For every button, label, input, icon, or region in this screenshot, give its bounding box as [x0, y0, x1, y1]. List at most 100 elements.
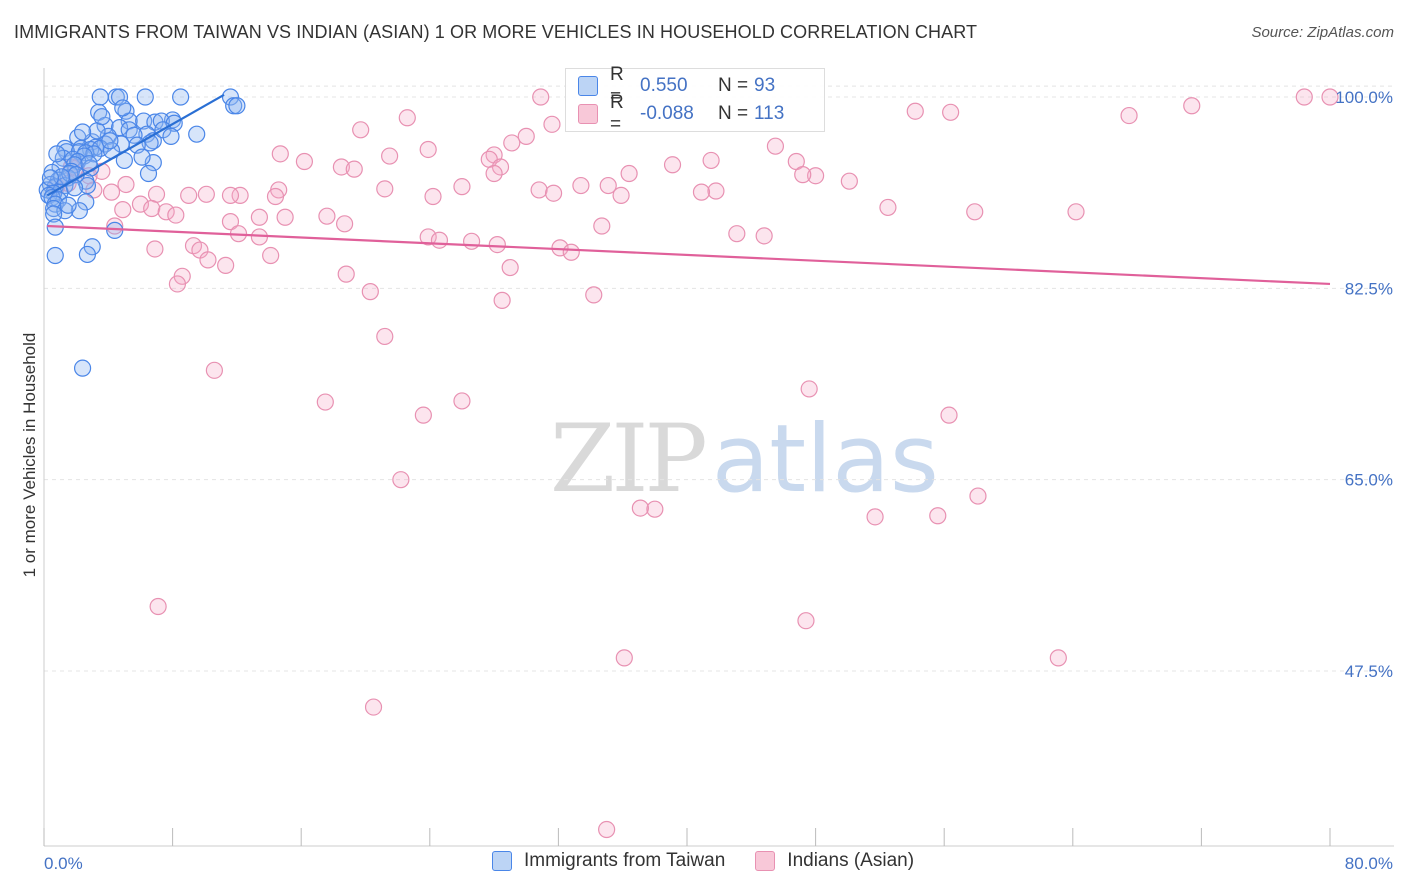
indian-point [755, 227, 773, 245]
indian-point [419, 140, 437, 159]
indian-point [517, 127, 535, 145]
indian-point [424, 187, 442, 206]
indian-point [692, 183, 711, 201]
indian-point [352, 121, 370, 139]
indian-point [728, 225, 746, 243]
series-legend: Immigrants from Taiwan Indians (Asian) [0, 850, 1406, 872]
indian-point [493, 291, 511, 309]
tick-labels: 47.5% 65.0% 82.5% 100.0% 0.0% 80.0% [44, 88, 1393, 873]
indian-point [1295, 88, 1313, 106]
taiwan-point [110, 88, 129, 106]
r-value: 0.550 [640, 75, 688, 96]
n-label: N = [718, 75, 749, 96]
legend-label: Indians (Asian) [787, 850, 915, 871]
indian-point [794, 166, 812, 184]
indian-point [197, 185, 215, 203]
n-label: N = [718, 103, 749, 124]
indian-point [398, 109, 416, 127]
taiwan-point [120, 121, 138, 139]
taiwan-point [48, 145, 66, 163]
indian-point [364, 698, 383, 716]
legend-item-indian: Indians (Asian) [755, 850, 914, 872]
r-label: R = [610, 92, 624, 135]
indian-point [462, 232, 481, 250]
x-tick-label: 80.0% [1345, 854, 1393, 873]
taiwan-point [139, 164, 158, 183]
taiwan-point [162, 127, 180, 145]
indian-point [205, 361, 223, 379]
indian-point [501, 258, 519, 277]
indian-point [180, 186, 198, 204]
indian-points [48, 88, 1339, 839]
indian-point [262, 246, 280, 265]
indian-point [231, 186, 249, 204]
y-tick-label: 100.0% [1335, 88, 1393, 107]
indian-point [530, 181, 548, 199]
indian-point [453, 178, 471, 196]
taiwan-point [114, 99, 132, 117]
indian-point [503, 134, 521, 152]
indian-point [593, 217, 611, 235]
taiwan-point [133, 148, 151, 166]
indian-point [562, 243, 580, 261]
indian-point [221, 213, 240, 231]
stats-row-indian: R = -0.088 N = 113 [578, 92, 785, 135]
gridlines [44, 85, 1394, 672]
taiwan-swatch [491, 851, 512, 871]
indian-point [906, 102, 924, 120]
n-value: 113 [754, 103, 785, 124]
watermark-zip: ZIP [550, 405, 708, 514]
indian-point [453, 392, 471, 410]
taiwan-point [125, 126, 143, 144]
indian-point [295, 152, 314, 171]
indian-point [532, 88, 550, 106]
taiwan-point [136, 88, 154, 106]
source-credit: Source: ZipAtlas.com [1251, 24, 1394, 41]
indian-point [316, 393, 334, 411]
legend-item-taiwan: Immigrants from Taiwan [491, 850, 725, 872]
indian-point [663, 156, 682, 174]
indian-point [488, 236, 506, 254]
indian-point [879, 198, 897, 217]
indian-point [430, 231, 449, 249]
chart-title: IMMIGRANTS FROM TAIWAN VS INDIAN (ASIAN)… [14, 22, 978, 42]
indian-point [1183, 97, 1201, 115]
taiwan-point [144, 154, 162, 172]
indian-point [147, 185, 166, 203]
indian-point [392, 471, 410, 489]
indian-point [806, 167, 825, 185]
stats-row-taiwan: R = 0.550 N = 93 [578, 64, 776, 107]
indian-point [800, 380, 818, 398]
indian-point [1067, 203, 1085, 221]
indian-point [102, 183, 121, 201]
watermark-atlas: atlas [711, 405, 939, 514]
indian-point [167, 206, 185, 224]
trend-lines [46, 93, 1331, 286]
indian-point [598, 820, 616, 839]
indian-point [361, 283, 379, 301]
indian-point [544, 184, 563, 202]
taiwan-point [221, 88, 240, 106]
indian-point [271, 145, 289, 163]
indian-point [381, 147, 399, 165]
n-value: 93 [754, 75, 776, 96]
indian-point [250, 208, 269, 226]
indian-point [157, 203, 175, 221]
taiwan-point [91, 88, 109, 106]
indian-point [1321, 88, 1339, 106]
taiwan-point [46, 246, 64, 265]
indian-point [572, 176, 590, 195]
y-tick-label: 82.5% [1345, 279, 1393, 298]
indian-point [217, 256, 235, 274]
taiwan-point [73, 123, 92, 141]
indian-point [199, 251, 217, 269]
taiwan-point [152, 112, 170, 130]
taiwan-point [45, 205, 63, 223]
indian-point [840, 172, 858, 190]
taiwan-trend-line [46, 93, 225, 197]
indian-point [419, 228, 437, 246]
indian-trend-line [47, 224, 1331, 286]
indian-point [276, 208, 294, 226]
indian-point [866, 508, 884, 526]
